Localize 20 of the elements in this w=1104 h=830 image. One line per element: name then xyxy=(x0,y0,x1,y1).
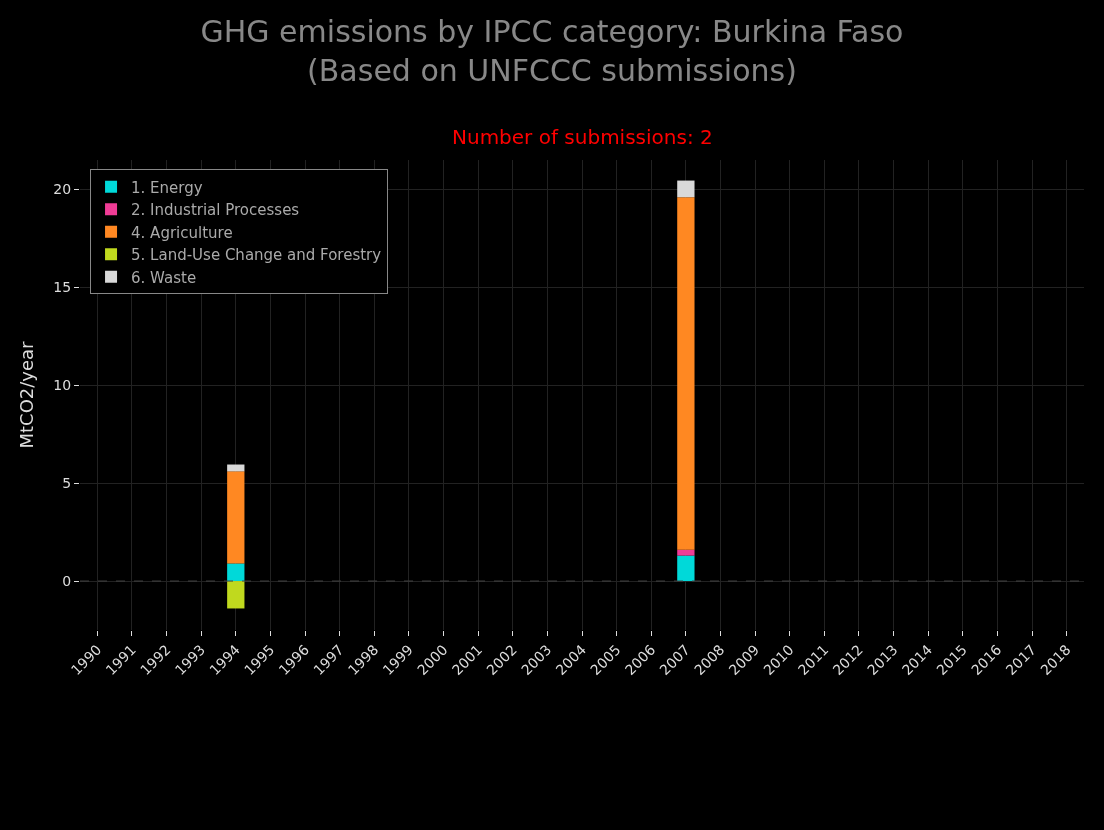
bar xyxy=(227,563,245,582)
chart-title: GHG emissions by IPCC category: Burkina Faso (Based on UNFCCC submissions) xyxy=(200,13,904,88)
bar xyxy=(677,549,695,556)
bar xyxy=(227,581,245,609)
y-tick-label: 0 xyxy=(62,572,72,589)
bar xyxy=(677,555,695,582)
bar xyxy=(677,197,695,550)
chart-subtitle: Number of submissions: 2 xyxy=(452,125,713,149)
legend-label: 4. Agriculture xyxy=(131,223,233,242)
bar xyxy=(227,471,245,564)
legend-label: 2. Industrial Processes xyxy=(131,201,300,219)
legend-label: 6. Waste xyxy=(131,268,197,287)
y-tick-label: 5 xyxy=(62,475,72,492)
bar xyxy=(677,180,695,198)
y-axis-title: MtCO2/year xyxy=(15,340,37,449)
y-tick-label: 10 xyxy=(53,377,72,394)
y-tick-label: 20 xyxy=(53,181,72,198)
y-tick-label: 15 xyxy=(53,279,72,296)
legend-label: 5. Land-Use Change and Forestry xyxy=(131,246,382,264)
legend-label: 1. Energy xyxy=(131,178,203,197)
